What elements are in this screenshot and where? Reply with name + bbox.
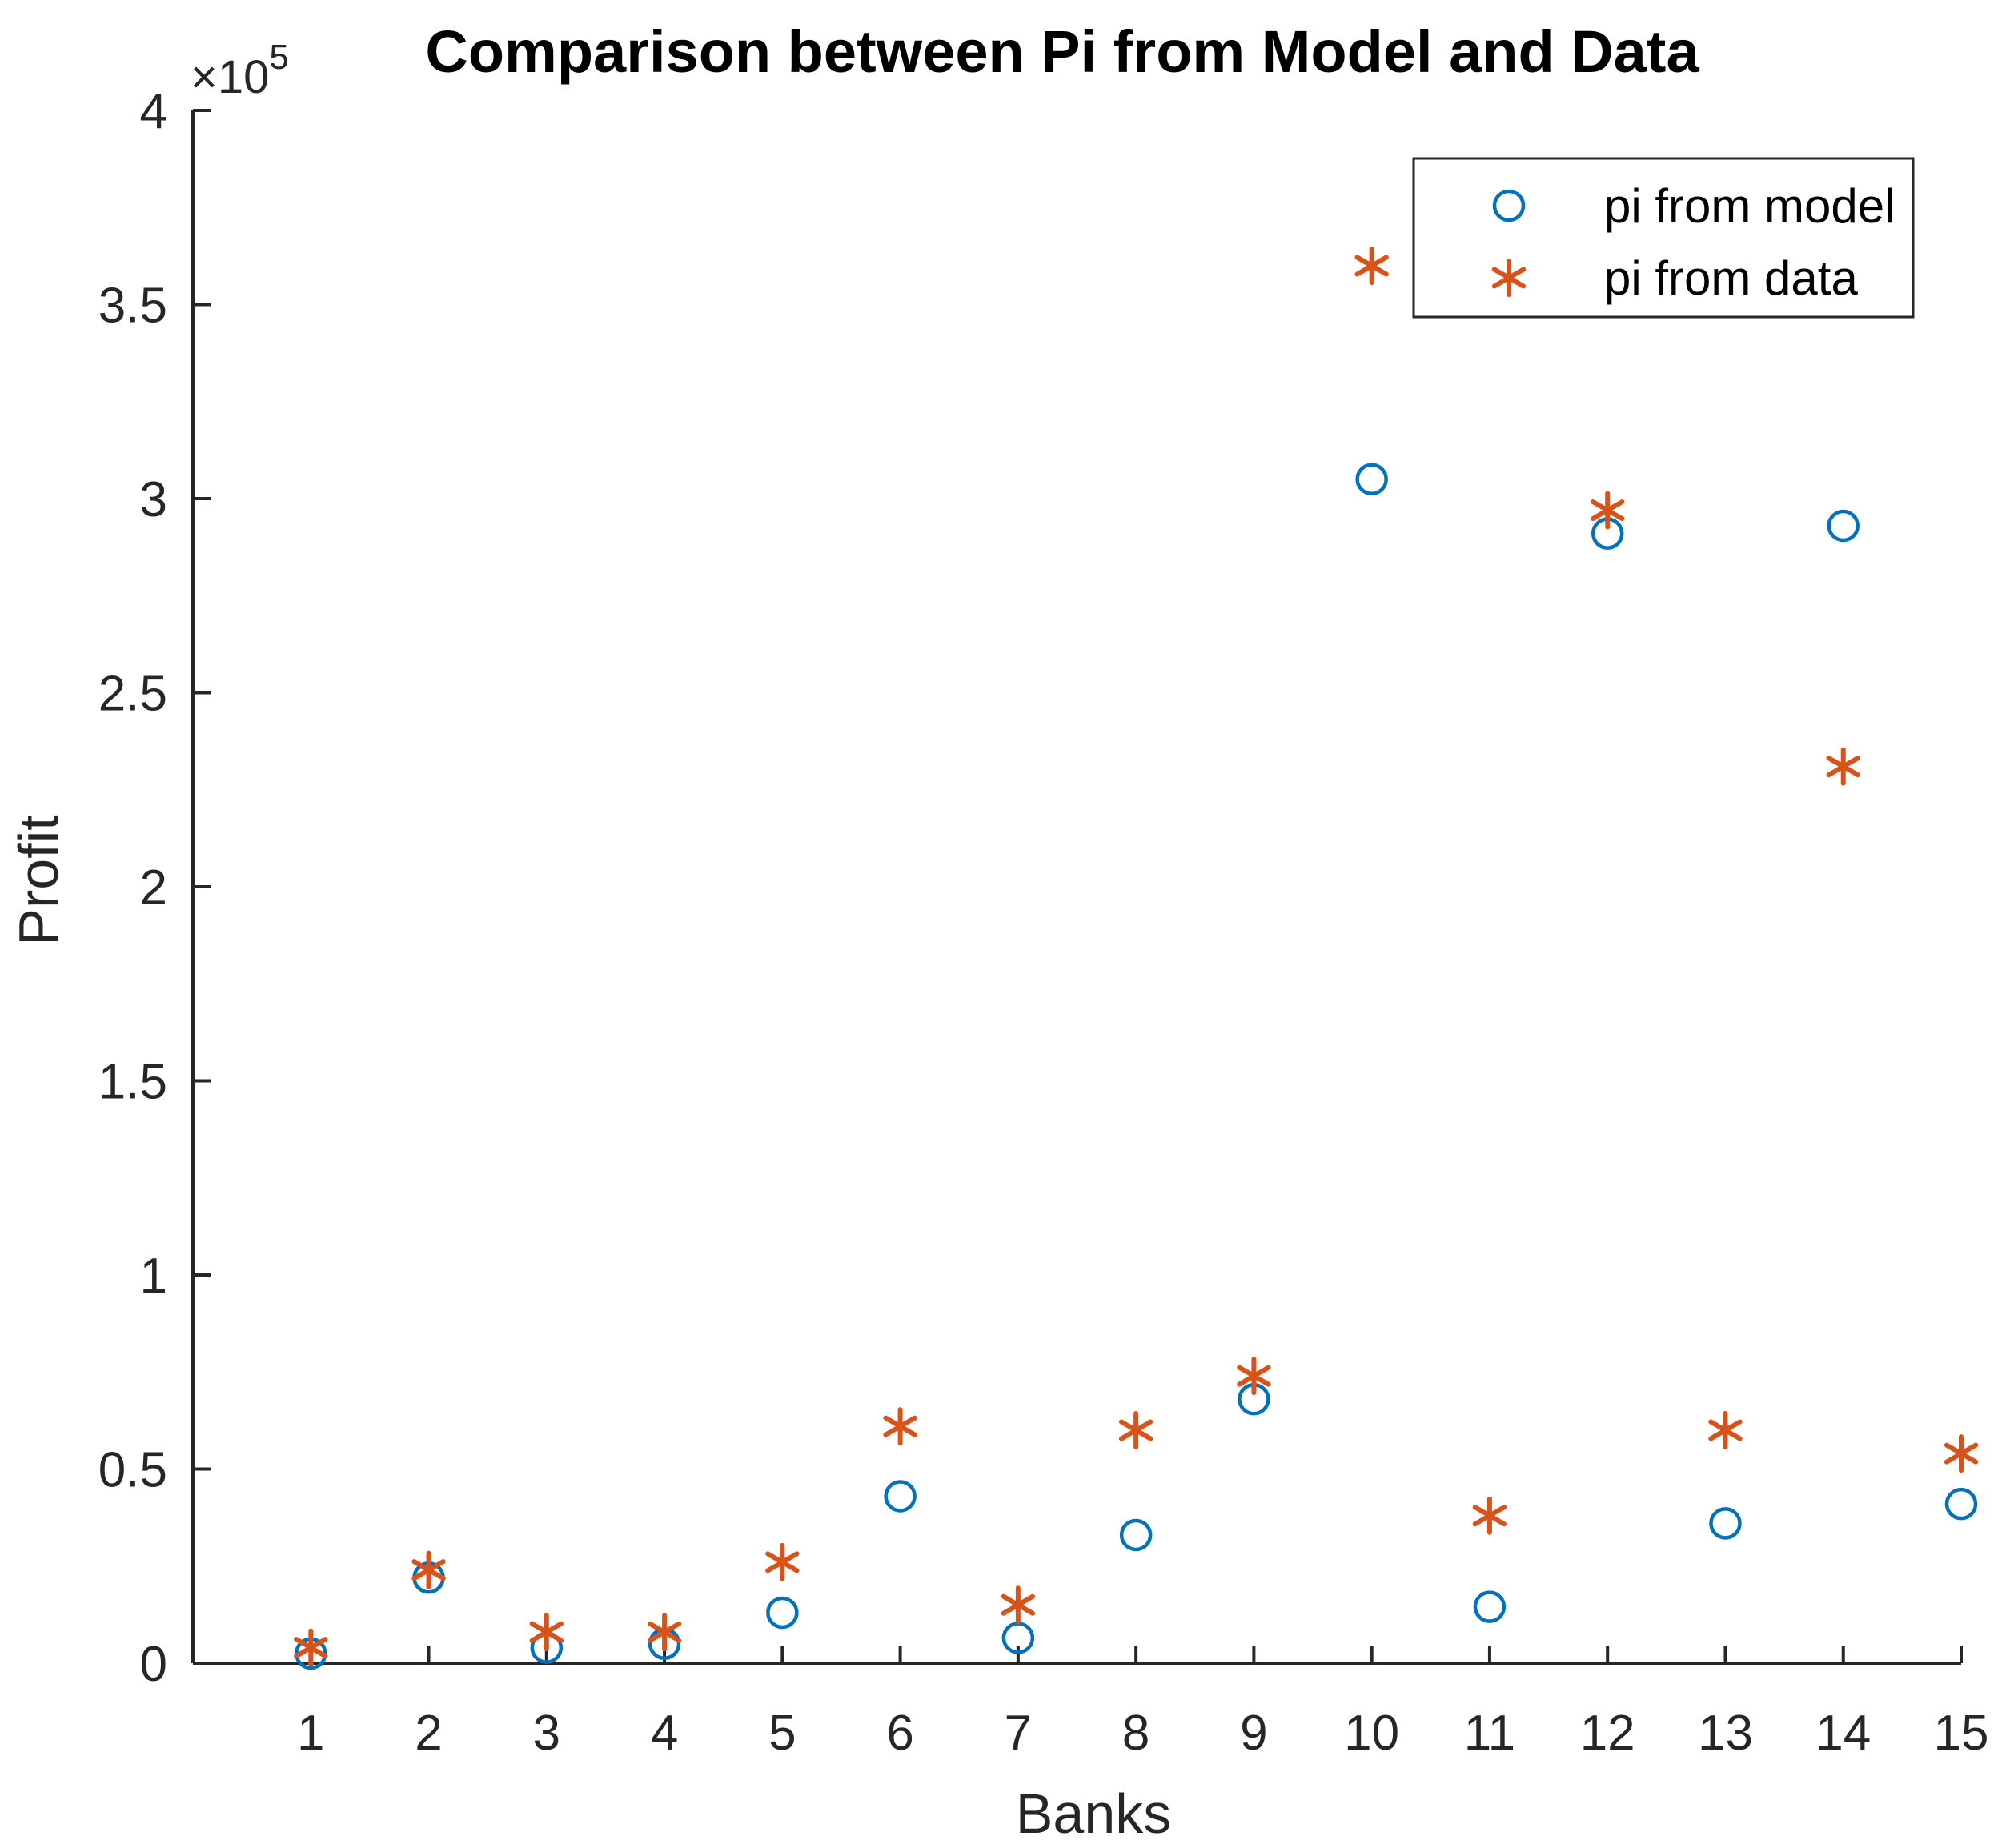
legend-circle-marker: [1492, 189, 1526, 222]
x-tick-label: 6: [886, 1706, 913, 1761]
y-axis-label: Profit: [7, 815, 70, 945]
x-axis: 1 2 3 4 5 6 7 8 9 10 11 12 13 14 15: [193, 1646, 1988, 1761]
model-point: [1355, 463, 1388, 495]
data-point: [411, 1550, 446, 1589]
legend-asterisk-marker: [1491, 259, 1527, 297]
data-point: [647, 1613, 682, 1652]
legend-marker-circle: [1492, 189, 1526, 222]
data-point: [883, 1407, 917, 1446]
x-tick-label: 7: [1005, 1706, 1032, 1761]
model-point: [1119, 1518, 1153, 1552]
x-tick-label: 5: [768, 1706, 796, 1761]
model-point: [1827, 509, 1860, 543]
data-point: [1237, 1357, 1271, 1396]
y-tick-label: 0.5: [98, 1443, 167, 1498]
data-point: [1354, 247, 1389, 285]
model-point: [1473, 1590, 1507, 1623]
series-pi-from-data: [294, 247, 1979, 1667]
x-tick-label: 3: [533, 1706, 560, 1761]
x-tick-label: 8: [1122, 1706, 1149, 1761]
x-axis-label: Banks: [1016, 1782, 1172, 1845]
y-tick-label: 4: [140, 84, 167, 139]
data-point: [1472, 1496, 1507, 1535]
model-point: [1944, 1487, 1978, 1521]
x-tick-label: 15: [1934, 1706, 1989, 1761]
x-tick-label: 12: [1580, 1706, 1635, 1761]
model-point: [884, 1480, 917, 1513]
data-point: [1944, 1434, 1979, 1473]
y-axis-multiplier-base: ×10: [191, 51, 269, 103]
x-tick-label: 14: [1815, 1706, 1871, 1761]
y-axis-multiplier: ×105: [191, 38, 289, 103]
data-point: [294, 1628, 328, 1667]
y-tick-label: 3: [140, 472, 167, 527]
legend-label-model: pi from model: [1604, 179, 1895, 233]
data-point: [1708, 1411, 1743, 1449]
y-tick-label: 3.5: [98, 279, 167, 334]
y-tick-label: 1.5: [98, 1055, 167, 1110]
legend-marker-asterisk: [1491, 259, 1527, 297]
chart-title: Comparison between Pi from Model and Dat…: [425, 18, 1699, 85]
x-ticks: 1 2 3 4 5 6 7 8 9 10 11 12 13 14 15: [297, 1646, 1988, 1761]
data-point: [529, 1613, 564, 1652]
legend: pi from model pi from data: [1412, 157, 1915, 319]
x-tick-label: 9: [1240, 1706, 1267, 1761]
x-tick-label: 10: [1344, 1706, 1399, 1761]
y-ticks: 0 0.5 1 1.5 2 2.5 3 3.5 4: [98, 84, 211, 1692]
y-tick-label: 2: [140, 860, 167, 916]
x-tick-label: 4: [651, 1706, 678, 1761]
legend-label-data: pi from data: [1604, 251, 1858, 305]
data-point: [1001, 1585, 1036, 1625]
data-point: [765, 1542, 800, 1581]
y-axis-multiplier-exponent: 5: [269, 38, 288, 77]
y-tick-label: 2.5: [98, 667, 167, 722]
y-tick-label: 0: [140, 1637, 167, 1692]
legend-box: [1412, 157, 1915, 319]
model-point: [1709, 1507, 1742, 1540]
model-point: [766, 1596, 799, 1630]
x-tick-label: 2: [415, 1706, 442, 1761]
x-tick-label: 11: [1464, 1706, 1515, 1761]
data-point: [1591, 491, 1625, 530]
data-point: [1118, 1411, 1153, 1449]
data-point: [1826, 747, 1860, 786]
y-tick-label: 1: [140, 1249, 167, 1304]
x-tick-label: 1: [297, 1706, 324, 1761]
y-axis: 0 0.5 1 1.5 2 2.5 3 3.5 4: [98, 84, 211, 1692]
x-tick-label: 13: [1698, 1706, 1753, 1761]
